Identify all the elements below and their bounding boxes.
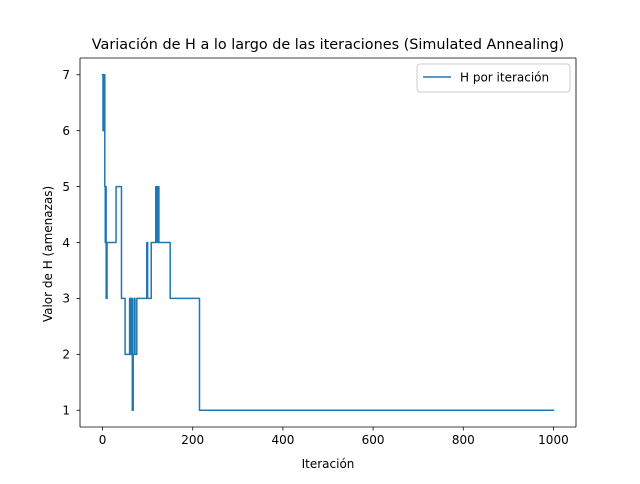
x-tick-label: 1000 (538, 433, 569, 447)
y-axis-label: Valor de H (amenazas) (41, 186, 55, 322)
y-tick-label: 3 (62, 292, 70, 306)
x-axis: 0 200 400 600 800 1000 (99, 427, 569, 447)
x-axis-label: Iteración (302, 457, 355, 471)
x-tick-label: 600 (362, 433, 385, 447)
x-tick-label: 200 (181, 433, 204, 447)
chart-title: Variación de H a lo largo de las iteraci… (92, 37, 564, 53)
y-tick-label: 1 (62, 404, 70, 418)
legend-box (416, 63, 571, 93)
x-tick-label: 800 (452, 433, 475, 447)
x-tick-label: 0 (99, 433, 107, 447)
legend: H por iteración (416, 63, 571, 93)
y-tick-label: 6 (62, 124, 70, 138)
x-tick-label: 400 (271, 433, 294, 447)
y-axis: 1 2 3 4 5 6 7 (62, 68, 80, 418)
y-tick-label: 5 (62, 180, 70, 194)
y-tick-label: 4 (62, 236, 70, 250)
y-tick-label: 2 (62, 348, 70, 362)
legend-label: H por iteración (460, 71, 549, 85)
series-line-0 (101, 74, 555, 411)
y-tick-label: 7 (62, 68, 70, 82)
plot-area (79, 57, 577, 428)
